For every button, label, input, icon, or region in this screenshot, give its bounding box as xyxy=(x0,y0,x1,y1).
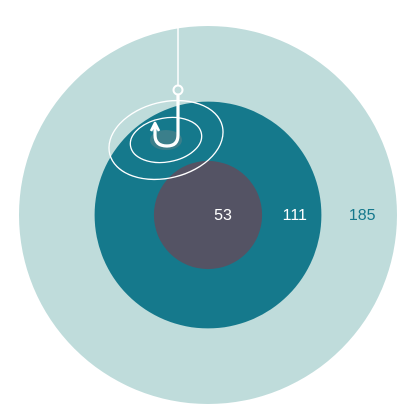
value-label-185: 185 xyxy=(349,207,376,224)
value-label-111: 111 xyxy=(283,207,307,224)
ripple-middle xyxy=(129,116,203,164)
circles-group xyxy=(19,26,397,404)
value-label-53: 53 xyxy=(214,207,232,224)
ripple-outer xyxy=(108,99,224,181)
hook-barb xyxy=(149,121,161,132)
hook-eye xyxy=(172,84,184,96)
hook-shank xyxy=(153,93,180,148)
fishing-hook-icon xyxy=(108,0,224,181)
labels-group: 185 111 53 xyxy=(214,207,376,224)
circle-53 xyxy=(153,160,263,270)
